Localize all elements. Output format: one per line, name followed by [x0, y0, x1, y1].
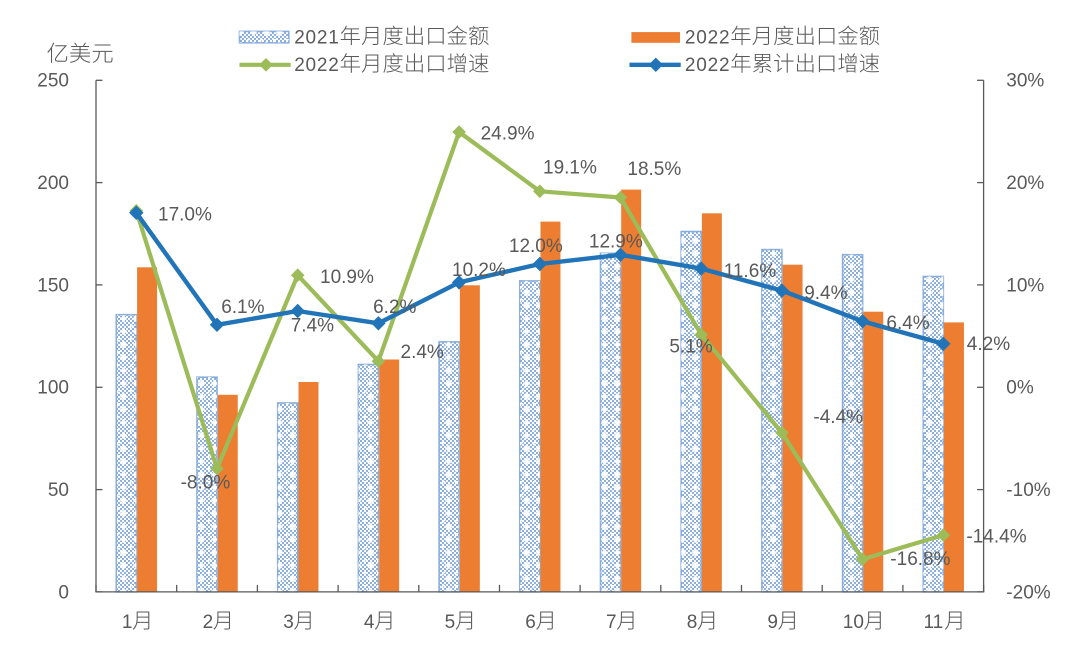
svg-text:6.4%: 6.4% — [886, 313, 929, 334]
svg-text:2022: 2022 — [685, 28, 730, 49]
svg-text:0: 0 — [58, 582, 69, 603]
svg-text:-20%: -20% — [1006, 582, 1050, 603]
svg-text:7: 7 — [606, 612, 617, 633]
svg-text:5: 5 — [445, 612, 456, 633]
svg-text:4: 4 — [364, 612, 375, 633]
svg-text:11: 11 — [924, 612, 944, 633]
svg-text:5.1%: 5.1% — [669, 337, 712, 358]
svg-text:6.2%: 6.2% — [373, 297, 416, 318]
svg-text:100: 100 — [37, 378, 69, 399]
svg-text:8: 8 — [687, 612, 698, 633]
svg-text:2022: 2022 — [294, 55, 339, 76]
svg-text:50: 50 — [48, 480, 69, 501]
svg-text:2022: 2022 — [685, 55, 730, 76]
svg-text:200: 200 — [37, 173, 69, 194]
svg-text:10: 10 — [843, 612, 864, 633]
svg-text:12.9%: 12.9% — [589, 231, 643, 252]
svg-text:9: 9 — [767, 612, 778, 633]
svg-text:-14.4%: -14.4% — [966, 526, 1026, 547]
svg-text:3: 3 — [283, 612, 294, 633]
svg-text:9.4%: 9.4% — [804, 283, 847, 304]
svg-text:10%: 10% — [1006, 275, 1044, 296]
svg-text:250: 250 — [37, 71, 69, 92]
svg-text:6: 6 — [525, 612, 536, 633]
svg-text:0%: 0% — [1006, 378, 1034, 399]
svg-text:20%: 20% — [1006, 173, 1044, 194]
svg-text:2: 2 — [203, 612, 214, 633]
svg-text:17.0%: 17.0% — [158, 204, 212, 225]
svg-text:24.9%: 24.9% — [481, 124, 535, 145]
svg-text:-8.0%: -8.0% — [181, 473, 231, 494]
svg-text:18.5%: 18.5% — [627, 159, 681, 180]
svg-text:10.9%: 10.9% — [320, 267, 374, 288]
svg-text:-10%: -10% — [1006, 480, 1050, 501]
svg-text:-4.4%: -4.4% — [813, 407, 863, 428]
svg-text:7.4%: 7.4% — [291, 316, 334, 337]
svg-text:10.2%: 10.2% — [452, 260, 506, 281]
svg-text:11.6%: 11.6% — [724, 261, 777, 282]
svg-text:1: 1 — [122, 612, 133, 633]
svg-text:19.1%: 19.1% — [543, 157, 597, 178]
svg-text:2021: 2021 — [294, 28, 339, 49]
svg-text:-16.8%: -16.8% — [890, 549, 950, 570]
svg-text:6.1%: 6.1% — [221, 297, 264, 318]
svg-text:4.2%: 4.2% — [967, 334, 1010, 355]
svg-text:12.0%: 12.0% — [509, 236, 563, 257]
svg-text:150: 150 — [37, 275, 69, 296]
svg-text:2.4%: 2.4% — [401, 342, 444, 363]
svg-text:30%: 30% — [1006, 71, 1044, 92]
